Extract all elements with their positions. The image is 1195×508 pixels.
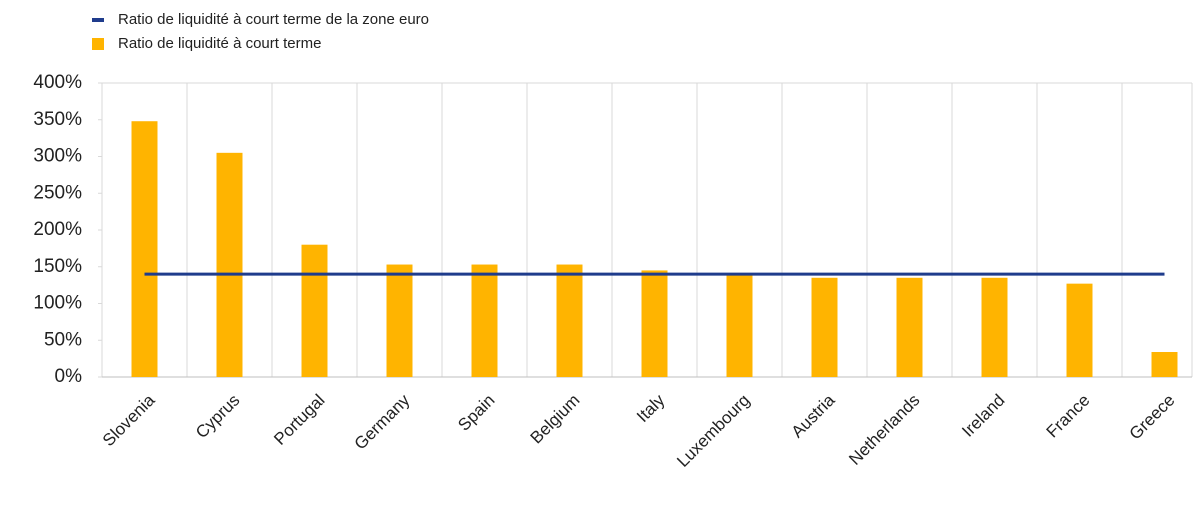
bar (641, 270, 668, 377)
bar (471, 264, 498, 377)
bar (896, 277, 923, 377)
x-tick-label: Spain (454, 391, 498, 435)
x-tick-label: Austria (788, 390, 839, 441)
x-tick-label: Netherlands (845, 391, 923, 469)
x-tick-label: Greece (1126, 391, 1179, 444)
x-tick-label: Belgium (527, 391, 584, 448)
y-tick-label: 50% (44, 329, 82, 350)
x-tick-label: Italy (633, 390, 669, 426)
y-tick-label: 150% (33, 256, 82, 277)
x-tick-label: Ireland (958, 391, 1008, 441)
bar (1066, 283, 1093, 377)
legend-label: Ratio de liquidité à court terme de la z… (118, 11, 429, 28)
bar (386, 264, 413, 377)
bar (811, 277, 838, 377)
y-tick-label: 400% (33, 72, 82, 93)
y-tick-label: 300% (33, 146, 82, 167)
y-tick-label: 250% (33, 182, 82, 203)
bar (556, 264, 583, 377)
y-tick-label: 200% (33, 219, 82, 240)
x-tick-label: Portugal (270, 391, 328, 449)
bar (131, 121, 158, 377)
x-tick-label: Slovenia (99, 390, 159, 450)
bar (216, 152, 243, 377)
x-tick-label: Cyprus (192, 391, 244, 443)
bar (726, 274, 753, 377)
x-tick-label: Luxembourg (673, 391, 753, 471)
x-tick-label: France (1043, 391, 1094, 442)
y-tick-label: 350% (33, 109, 82, 130)
y-tick-label: 0% (55, 366, 83, 387)
bar (1151, 352, 1178, 377)
bar (981, 277, 1008, 377)
legend-label: Ratio de liquidité à court terme (118, 35, 321, 52)
legend-swatch (92, 38, 104, 50)
y-tick-label: 100% (33, 293, 82, 314)
x-tick-label: Germany (351, 390, 414, 453)
legend-swatch (92, 18, 104, 22)
bar (301, 244, 328, 377)
